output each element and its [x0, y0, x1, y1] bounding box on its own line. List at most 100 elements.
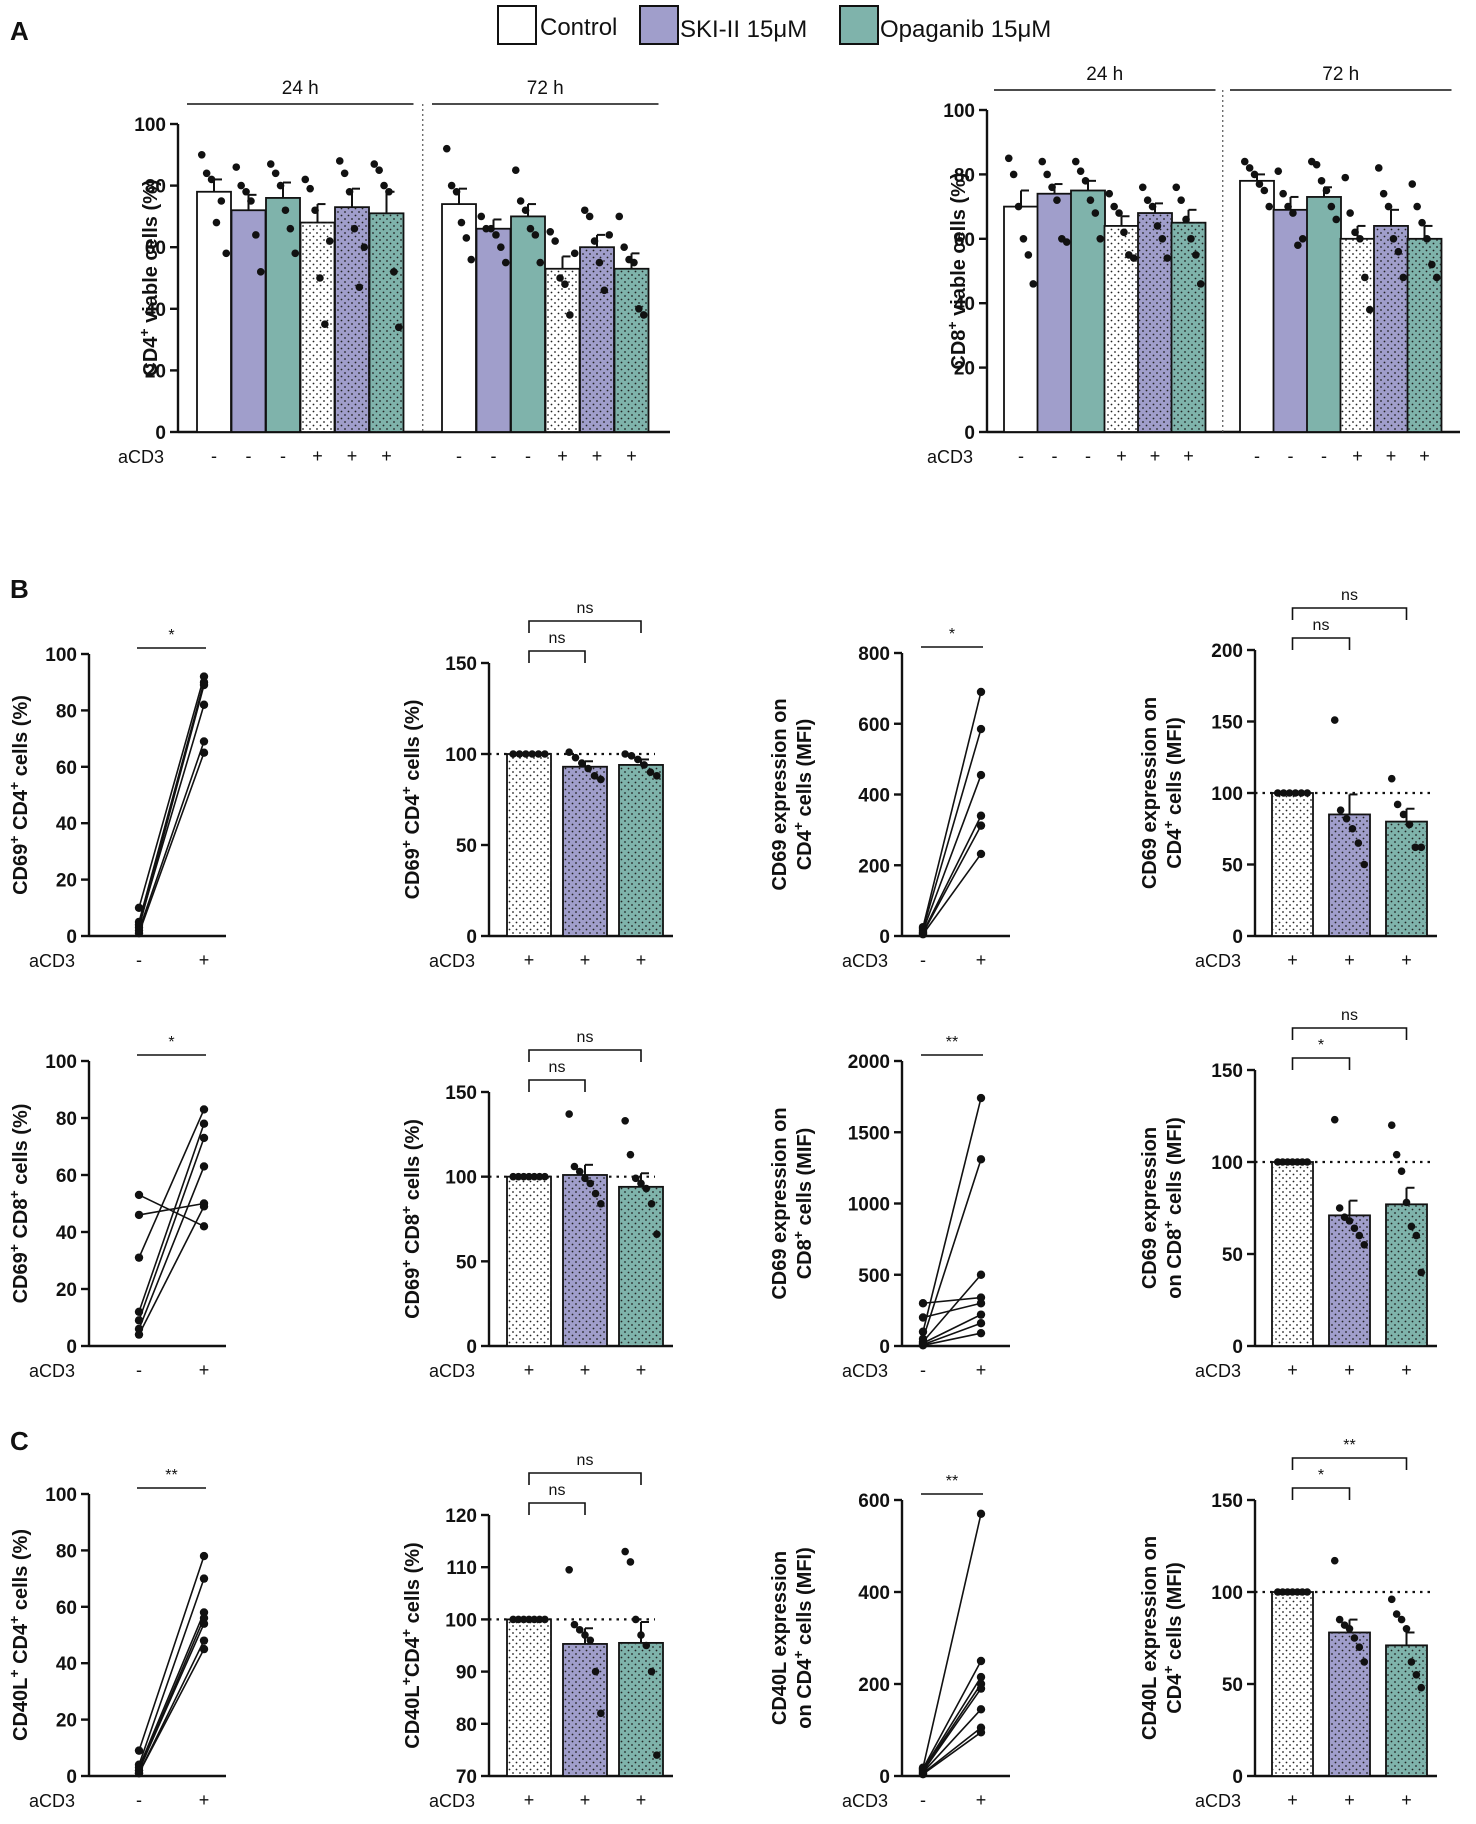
data-point — [621, 750, 629, 758]
acd3-sign: - — [136, 950, 142, 970]
y-tick-label: 0 — [1232, 927, 1243, 948]
data-point — [1342, 814, 1351, 823]
data-point — [575, 1626, 584, 1634]
sig-bracket — [528, 1079, 586, 1092]
acd3-sign: + — [976, 1360, 987, 1380]
paired-line — [922, 1274, 982, 1343]
bar-pattern — [1272, 793, 1313, 936]
data-point — [585, 212, 594, 221]
data-point — [266, 160, 275, 168]
sig-label: ns — [577, 600, 594, 617]
y-tick-label: 50 — [456, 1252, 477, 1273]
data-point — [918, 1299, 928, 1308]
y-tick-label: 80 — [56, 1109, 77, 1130]
data-point — [1394, 247, 1403, 256]
data-point — [642, 1184, 651, 1193]
data-point — [514, 1615, 523, 1624]
data-point — [1417, 1683, 1426, 1692]
data-point — [487, 224, 495, 233]
acd3-row-label: aCD3 — [429, 1361, 475, 1381]
data-point — [525, 1172, 533, 1181]
data-point — [1279, 189, 1287, 198]
data-point — [134, 903, 144, 912]
data-point — [492, 231, 500, 239]
sig-bracket — [1291, 1027, 1408, 1040]
chart-b1: 0 20 40 60 80 100 CD69+ CD4+ cells (%) - + aCD3 * — [6, 627, 226, 971]
time-label: 24 h — [282, 78, 319, 99]
data-point — [199, 700, 209, 709]
data-point — [1412, 1671, 1421, 1679]
data-point — [1392, 1150, 1401, 1159]
acd3-sign: + — [1401, 950, 1412, 970]
acd3-row-label: aCD3 — [842, 1361, 888, 1381]
paired-line — [138, 1205, 205, 1335]
paired-line — [138, 1578, 205, 1765]
data-point — [271, 169, 280, 178]
data-point — [1245, 164, 1254, 172]
sig-bracket — [1291, 637, 1351, 650]
data-point — [509, 1172, 517, 1181]
acd3-row-label: aCD3 — [429, 951, 475, 971]
y-tick-label: 100 — [1211, 1583, 1243, 1604]
data-point — [605, 231, 614, 239]
paired-line — [922, 691, 982, 928]
data-point — [1402, 1625, 1411, 1633]
data-point — [281, 206, 290, 215]
data-point — [1274, 167, 1283, 175]
y-tick-label: 150 — [1211, 713, 1243, 734]
data-point — [1348, 824, 1357, 833]
data-point — [232, 163, 241, 171]
data-point — [217, 197, 226, 205]
data-point — [340, 169, 349, 178]
data-point — [580, 206, 589, 215]
data-point — [1407, 1222, 1416, 1231]
y-tick-label: 400 — [858, 786, 890, 807]
bar-pattern — [1329, 814, 1370, 936]
data-point — [350, 224, 359, 233]
data-point — [525, 1615, 533, 1624]
acd3-sign: + — [976, 1790, 987, 1810]
data-point — [976, 1093, 986, 1103]
data-point — [570, 1620, 579, 1629]
data-point — [1187, 235, 1195, 243]
chart-c3: 0 200 400 600 CD40L expression on CD4+ cells … — [769, 1473, 1010, 1811]
acd3-sign: + — [580, 950, 591, 970]
bar — [1239, 179, 1275, 433]
sig-label: * — [168, 627, 174, 644]
acd3-sign: + — [524, 1790, 535, 1810]
data-point — [1177, 196, 1185, 204]
data-point — [1335, 1204, 1344, 1212]
paired-line — [138, 1623, 205, 1771]
y-tick-label: 50 — [1222, 1245, 1243, 1266]
data-point — [199, 737, 209, 746]
paired-line — [138, 1612, 205, 1768]
paired-line — [922, 1731, 982, 1775]
paired-line — [922, 1688, 982, 1772]
data-point — [1110, 202, 1118, 211]
y-tick-label: 80 — [954, 165, 975, 186]
bar-pattern — [614, 268, 649, 432]
data-point — [534, 750, 543, 758]
data-point — [590, 772, 599, 780]
data-point — [199, 748, 209, 757]
y-tick-label: 500 — [858, 1266, 890, 1287]
acd3-sign: - — [1018, 446, 1024, 466]
y-tick-label: 50 — [456, 836, 477, 857]
acd3-sign: + — [580, 1360, 591, 1380]
chart-a-cd4: 0 20 40 60 80 100 CD4+ viable cells (%) 24 h 72 … — [118, 78, 670, 467]
data-point — [976, 849, 986, 859]
data-point — [497, 243, 505, 251]
acd3-sign: + — [1344, 1790, 1355, 1810]
y-axis-label: CD69+ CD4+ cells (%) — [6, 695, 32, 895]
data-point — [621, 1116, 629, 1125]
data-point — [1297, 789, 1306, 797]
data-point — [630, 258, 638, 267]
data-point — [1096, 235, 1105, 243]
paired-line — [922, 1660, 982, 1770]
bar — [1070, 189, 1106, 433]
data-point — [385, 187, 393, 196]
y-tick-label: 110 — [446, 1558, 477, 1579]
acd3-row-label: aCD3 — [1195, 1791, 1241, 1811]
data-point — [1330, 1115, 1339, 1124]
time-label: 24 h — [1086, 64, 1123, 85]
